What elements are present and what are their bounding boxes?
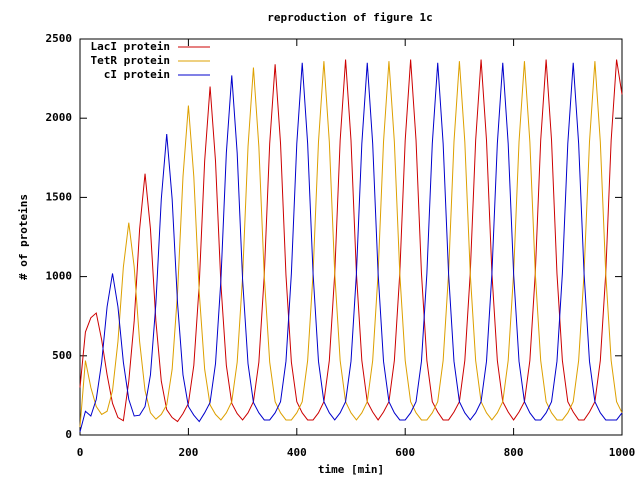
y-axis-label: # of proteins — [17, 194, 30, 280]
legend-label: cI protein — [104, 68, 170, 81]
legend-label: LacI protein — [91, 40, 170, 53]
x-tick-label: 800 — [504, 446, 524, 459]
chart-title: reproduction of figure 1c — [267, 11, 433, 24]
x-tick-label: 1000 — [609, 446, 636, 459]
y-tick-label: 2500 — [46, 32, 73, 45]
x-axis-label: time [min] — [318, 463, 384, 476]
x-tick-label: 200 — [178, 446, 198, 459]
x-tick-label: 0 — [77, 446, 84, 459]
plot-frame — [79, 38, 623, 436]
series-line — [79, 62, 623, 432]
legend-label: TetR protein — [91, 54, 170, 67]
y-tick-label: 0 — [65, 428, 72, 441]
series-line — [79, 61, 623, 428]
series-line — [79, 59, 623, 423]
x-tick-label: 400 — [287, 446, 307, 459]
y-tick-label: 500 — [52, 349, 72, 362]
y-tick-label: 2000 — [46, 111, 73, 124]
x-tick-label: 600 — [395, 446, 415, 459]
y-tick-label: 1000 — [46, 270, 73, 283]
y-tick-label: 1500 — [46, 190, 73, 203]
